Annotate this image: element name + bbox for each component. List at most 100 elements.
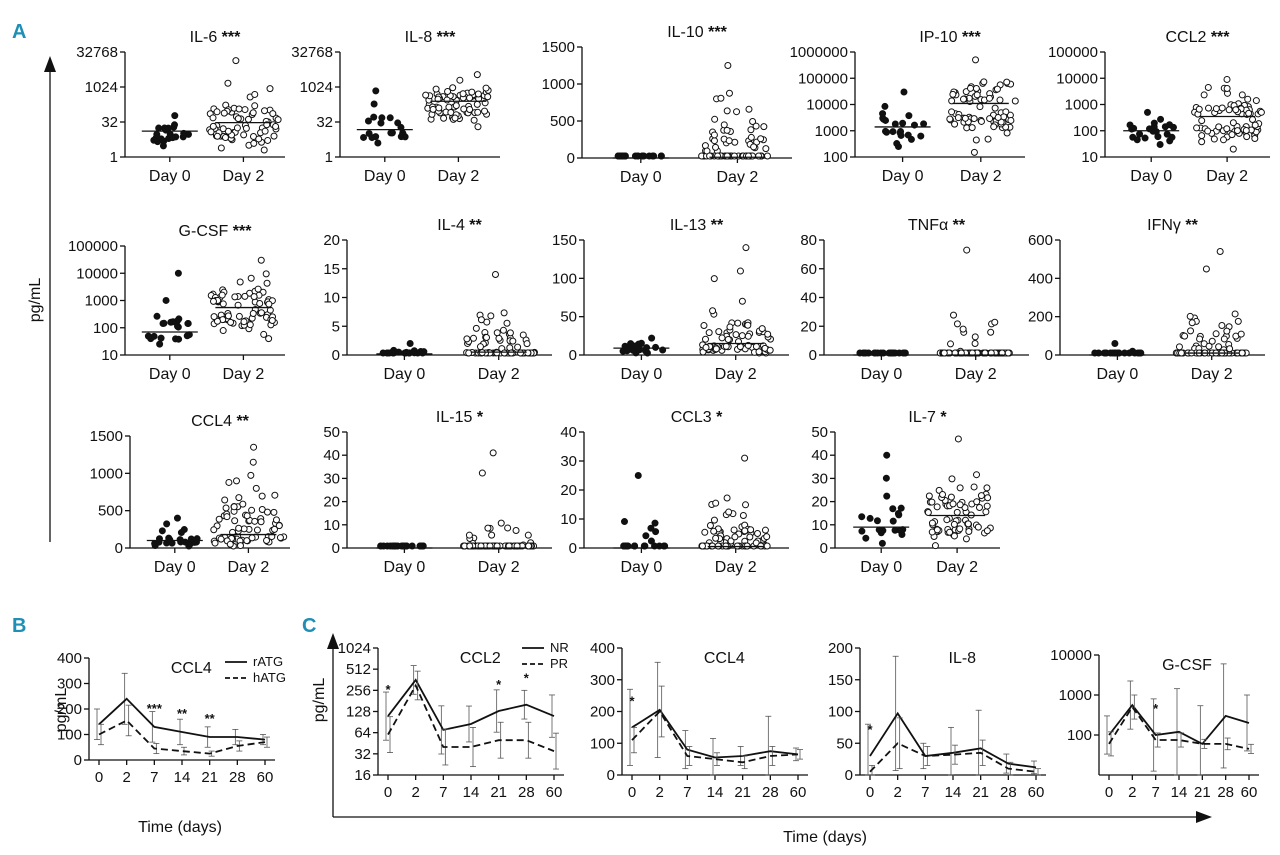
data-point [949,500,957,508]
data-point [705,329,713,337]
series-line-PR [387,683,555,752]
data-point [745,105,753,113]
data-point [1186,312,1194,320]
data-point [260,330,268,338]
data-point [229,528,237,536]
data-point [1198,132,1206,140]
y-tick-label: 500 [550,113,575,130]
data-point [231,293,239,301]
x-tick-label: 7 [1151,784,1159,801]
x-tick-label: 14 [1171,784,1188,801]
x-category-label: Day 2 [478,559,520,576]
data-point [263,508,271,516]
data-point [950,532,958,540]
data-point [268,317,276,325]
y-tick-label: 0 [567,150,575,167]
data-point [742,501,750,509]
data-point [994,113,1002,121]
data-point [975,503,983,511]
data-point [257,256,265,264]
data-point [248,534,256,542]
x-tick-label: 2 [655,784,663,801]
data-point [956,525,964,533]
data-point [177,529,185,537]
chart-title: IL-4 ** [437,217,482,234]
data-point [410,347,418,355]
data-point [209,122,217,130]
data-point [440,114,448,122]
data-point [747,133,755,141]
chart-title: CCL3 * [671,409,723,426]
significance-stars: * [385,682,391,697]
data-point [1223,327,1231,335]
data-point [990,123,998,131]
y-tick-label: 1024 [338,640,371,657]
data-point [474,108,482,116]
data-point [757,135,765,143]
data-point [275,522,283,530]
data-point [635,345,643,353]
y-tick-label: 0 [74,752,82,769]
chart-title: IL-15 * [436,409,484,426]
data-point [239,500,247,508]
data-point [647,537,655,545]
data-point [763,542,771,550]
x-tick-label: 0 [95,769,103,786]
data-point [987,328,995,336]
y-tick-label: 40 [560,424,577,441]
data-point [1225,106,1233,114]
data-point [261,107,269,115]
data-point [889,128,897,136]
y-tick-label: 0 [115,540,123,557]
data-point [985,94,993,102]
data-point [1181,332,1189,340]
y-tick-label: 100 [552,270,577,287]
data-point [763,152,771,160]
data-point [258,492,266,500]
data-point [524,531,532,539]
y-tick-label: 300 [590,672,615,689]
data-point [255,135,263,143]
data-point [731,533,739,541]
x-tick-label: 14 [707,784,724,801]
data-point [730,152,738,160]
data-point [736,267,744,275]
chart-title: IP-10 *** [919,29,981,46]
y-tick-label: 400 [57,650,82,667]
data-point [933,503,941,511]
y-tick-label: 1000 [90,465,123,482]
data-point [247,274,255,282]
y-tick-label: 0 [607,767,615,784]
data-point [213,317,221,325]
x-tick-label: 7 [921,784,929,801]
data-point [949,90,957,98]
data-point [220,109,228,117]
chart-title-text: IL-8 [405,29,437,46]
data-point [698,542,706,550]
y-tick-label: 100 [590,735,615,752]
data-point [738,332,746,340]
data-point [370,100,378,108]
data-point [491,271,499,278]
data-point [500,309,508,317]
data-point [224,79,232,87]
y-tick-label: 100 [57,727,82,744]
data-point [940,349,948,357]
data-point [1226,345,1234,353]
data-point [1218,321,1226,329]
data-point [710,137,718,145]
chart-c_ccl2: 16 32 64 128 256 512 1024 0 2 7 14 21 28 60 CCL2 * * * NRP… [338,640,569,801]
y-tick-label: 50 [560,309,577,326]
chart-ccl4: 0 500 1000 1500 CCL4 ** Day 0 Day 2 [90,413,290,576]
data-point [1216,248,1224,255]
data-point [710,275,718,283]
y-tick-label: 1 [325,149,333,166]
y-tick-label: 32 [101,114,118,131]
data-point [209,114,217,122]
data-point [1195,105,1203,113]
significance-stars: *** [1211,29,1230,46]
data-point [889,517,897,525]
y-tick-label: 1024 [85,79,118,96]
x-category-label: Day 2 [478,366,520,383]
